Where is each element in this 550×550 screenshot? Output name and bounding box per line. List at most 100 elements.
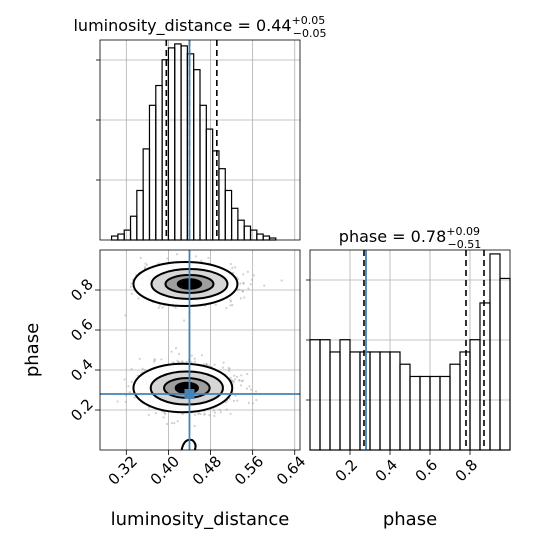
histogram-bar — [129, 215, 138, 241]
sample-point — [197, 411, 200, 414]
sample-point — [176, 253, 179, 256]
sample-point — [241, 289, 244, 292]
sample-point — [235, 375, 239, 378]
x-tick-label: 0.40 — [147, 452, 183, 488]
sample-point — [239, 282, 242, 285]
sample-point — [203, 412, 206, 415]
sample-point — [213, 363, 216, 366]
sample-point — [213, 414, 216, 418]
sample-point — [263, 284, 266, 287]
histogram-bar — [142, 148, 151, 241]
histogram-bar — [243, 225, 252, 241]
x-axis-ticks: 0.2 0.4 0.6 0.8 — [332, 450, 482, 486]
histogram-bar — [180, 45, 188, 241]
sample-point — [181, 413, 184, 416]
x-axis-label: phase — [383, 509, 437, 530]
x-axis-label: luminosity_distance — [111, 509, 290, 530]
sample-point — [130, 368, 133, 371]
panel-title: luminosity_distance = 0.44+0.05 −0.05 — [73, 14, 326, 40]
title-upper-error: +0.05 — [292, 14, 326, 27]
sample-point — [143, 265, 146, 269]
sample-point — [127, 385, 130, 388]
histogram-bar — [249, 229, 258, 241]
sample-point — [190, 361, 193, 364]
x-axis-ticks: 0.32 0.40 0.48 0.56 0.64 — [105, 450, 309, 489]
sample-point — [232, 380, 235, 383]
sample-point — [138, 357, 141, 360]
sample-point — [124, 314, 127, 317]
sample-point — [241, 290, 245, 293]
sample-point — [153, 359, 156, 362]
title-upper-error: +0.09 — [446, 225, 480, 238]
panel-frame — [309, 249, 511, 451]
title-lower-error: −0.05 — [293, 27, 327, 40]
y-tick-label: 0.6 — [67, 315, 97, 345]
y-axis-label: phase — [22, 323, 43, 377]
histogram-bar — [329, 351, 341, 451]
sample-point — [219, 411, 222, 414]
sample-point — [193, 413, 197, 416]
sample-point — [174, 347, 178, 350]
sample-point — [236, 399, 239, 402]
sample-point — [153, 358, 156, 361]
truth-crosshair — [100, 250, 300, 450]
sample-point — [251, 402, 255, 405]
histogram-bar — [174, 43, 182, 241]
sample-point — [154, 412, 157, 415]
sample-point — [147, 413, 150, 416]
truth-marker — [184, 389, 195, 399]
sample-point — [238, 288, 241, 291]
x-tick-label: 0.64 — [273, 452, 309, 488]
histogram-bar — [469, 339, 481, 451]
panel-frame — [99, 39, 301, 241]
sample-point — [193, 424, 196, 428]
sample-point — [207, 256, 210, 260]
histogram-bar — [399, 363, 411, 451]
x-tick-label: 0.2 — [332, 456, 362, 486]
sample-point — [247, 287, 250, 290]
x-tick-label: 0.8 — [452, 456, 482, 486]
sample-point — [166, 257, 169, 260]
histogram-bar — [256, 233, 264, 241]
histogram-bar — [409, 375, 421, 451]
histogram-bar — [262, 235, 271, 241]
y-tick-label: 0.4 — [67, 355, 97, 385]
panel-title: phase = 0.78+0.09 −0.51 — [339, 225, 481, 251]
sample-point — [176, 420, 179, 423]
x-tick-label: 0.32 — [105, 452, 141, 488]
histogram-bar — [155, 84, 163, 241]
y-tick-label: 0.2 — [67, 395, 97, 425]
sample-point — [130, 292, 133, 295]
sample-point — [229, 300, 233, 303]
sample-point — [147, 406, 151, 409]
sample-point — [128, 391, 131, 394]
sample-point — [234, 394, 237, 397]
histogram-bar — [419, 375, 431, 451]
histogram-bar — [389, 351, 401, 451]
histogram-bar — [499, 277, 511, 451]
histogram-bar — [429, 375, 441, 451]
histogram-bar — [186, 53, 195, 241]
sample-point — [163, 411, 166, 414]
histogram-bar — [218, 168, 226, 241]
phase-histogram-panel: 0.2 0.4 0.6 0.8 phase = 0.78+0.09 −0.51 phas… — [306, 225, 511, 530]
title-parameter: luminosity_distance — [73, 16, 232, 36]
sample-point — [124, 400, 127, 403]
quantile-lines — [363, 250, 485, 450]
histogram-bars — [309, 253, 511, 451]
histogram-bar — [117, 233, 125, 241]
histogram-bar — [148, 104, 157, 241]
sample-point — [133, 396, 136, 399]
sample-point — [240, 374, 243, 377]
y-tick-marks — [96, 59, 100, 181]
histogram-bar — [489, 253, 501, 451]
sample-point — [194, 255, 197, 258]
y-tick-marks — [306, 279, 310, 401]
sample-point — [173, 422, 176, 425]
sample-point — [242, 282, 245, 285]
sample-point — [246, 270, 249, 273]
quantile-lines — [165, 40, 218, 240]
histogram-bar — [224, 189, 233, 241]
sample-point — [130, 380, 133, 383]
histogram-bar — [230, 207, 239, 241]
